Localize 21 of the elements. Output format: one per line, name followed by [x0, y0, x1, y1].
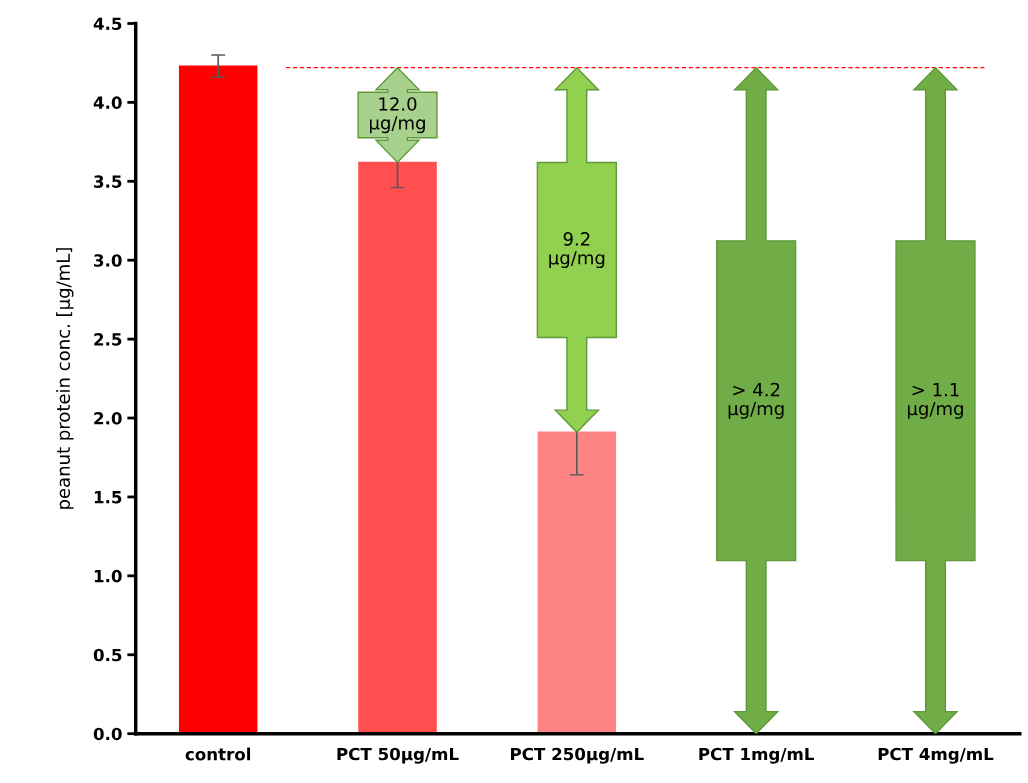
x-tick-label: PCT 50µg/mL: [337, 747, 459, 764]
y-tick-label: 2.0: [94, 412, 122, 425]
x-tick-label: PCT 4mg/mL: [878, 747, 994, 764]
y-tick-label: 0.5: [93, 648, 122, 662]
y-tick-label: 2.5: [94, 333, 122, 346]
x-tick-label: control: [185, 747, 251, 761]
y-tick-label: 4.5: [93, 17, 122, 31]
annotation: > 4.2 µg/mg: [728, 382, 784, 419]
bar: [178, 65, 258, 734]
annotation: > 1.1 µg/mg: [907, 383, 963, 419]
y-tick-label: 1.5: [94, 491, 122, 504]
annotation: 12.0 µg/mg: [370, 97, 425, 134]
x-tick-label: PCT 250µg/mL: [511, 747, 644, 764]
y-tick-label: 1.0: [94, 569, 122, 583]
annotation: 9.2 µg/mg: [549, 232, 605, 269]
y-tick-label: 3.0: [94, 254, 122, 267]
y-axis-title: peanut protein conc. [µg/mL]: [56, 248, 74, 509]
y-tick-label: 0.0: [93, 727, 122, 741]
x-tick-label: PCT 1mg/mL: [699, 747, 814, 764]
y-tick-label: 4.0: [93, 96, 122, 109]
y-tick-label: 3.5: [94, 175, 122, 188]
